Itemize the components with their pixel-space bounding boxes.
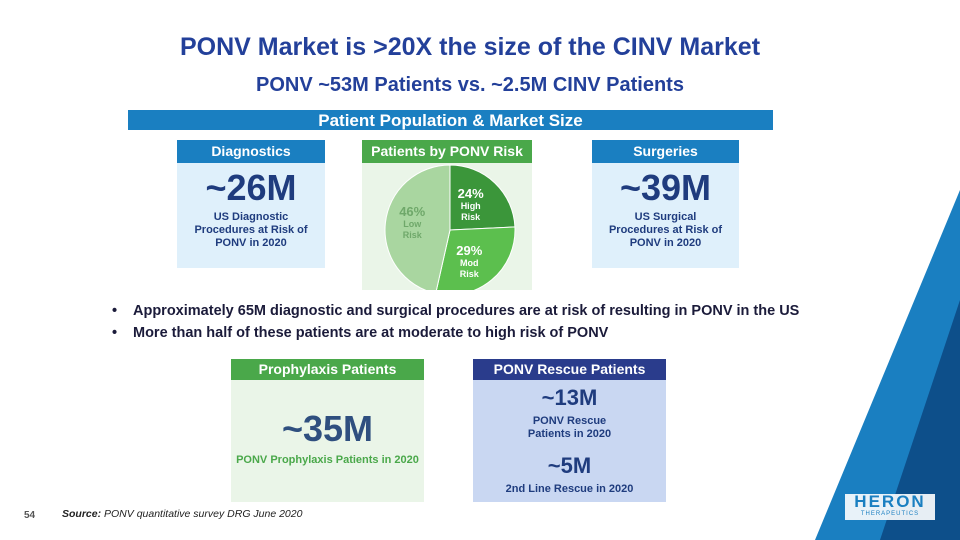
source-label: Source: [62, 508, 102, 520]
slice-value: 29% [456, 242, 483, 258]
pie-chart [384, 164, 516, 290]
source: Source: PONV quantitative survey DRG Jun… [62, 508, 302, 520]
chart-title: Patients by PONV Risk [362, 140, 532, 163]
box-header: PONV Rescue Patients [473, 359, 666, 380]
prophylaxis-box: Prophylaxis Patients ~35M PONV Prophylax… [231, 359, 424, 502]
slice-value: 46% [399, 203, 426, 219]
box-text: US Surgical Procedures at Risk of PONV i… [608, 211, 723, 249]
slice-label: 46% Low Risk [390, 204, 434, 241]
surgeries-box: Surgeries ~39M US Surgical Procedures at… [592, 140, 739, 268]
page-number: 54 [24, 510, 36, 521]
slice-value: 24% [457, 186, 484, 202]
box-value: ~26M [205, 167, 297, 208]
box-header: Prophylaxis Patients [231, 359, 424, 380]
bullet: • [112, 325, 118, 341]
pie-slice [449, 164, 516, 231]
box-text: 2nd Line Rescue in 2020 [505, 483, 634, 495]
box-text: PONV Rescue Patients in 2020 [527, 415, 612, 440]
box-header: Diagnostics [177, 140, 325, 163]
pie-box: Patients by PONV Risk 24% High Risk 29% Mod… [362, 140, 532, 290]
box-text: PONV Prophylaxis Patients in 2020 [236, 454, 419, 466]
logo-tagline: THERAPEUTICS [860, 511, 920, 517]
diagnostics-box: Diagnostics ~26M US Diagnostic Procedure… [177, 140, 325, 268]
source-text: PONV quantitative survey DRG June 2020 [104, 508, 303, 520]
slice-category: High Risk [460, 201, 481, 223]
pie-slice [384, 164, 451, 290]
corner-shape [880, 300, 960, 540]
box-text: US Diagnostic Procedures at Risk of PONV… [194, 211, 308, 249]
bullet: • [112, 303, 118, 319]
box-header: Surgeries [592, 140, 739, 163]
box-value: ~13M [541, 385, 598, 410]
box-value: ~39M [619, 167, 712, 208]
logo-bg [845, 494, 935, 520]
slice-category: Mod Risk [459, 257, 479, 279]
rescue-box: PONV Rescue Patients ~13M PONV Rescue Pa… [473, 359, 666, 502]
slice-category: Low Risk [402, 218, 422, 240]
bullet-text: Approximately 65M diagnostic and surgica… [133, 303, 800, 319]
box-value: ~5M [547, 453, 592, 478]
title: PONV Market is >20X the size of the CINV… [179, 33, 761, 61]
subtitle: PONV ~53M Patients vs. ~2.5M CINV Patien… [256, 74, 684, 96]
slice-label: 24% High Risk [449, 186, 493, 223]
bullet-text: More than half of these patients are at … [133, 325, 609, 341]
logo-name: HERON [854, 492, 926, 511]
pie-slice [435, 226, 516, 290]
box-value: ~35M [281, 408, 374, 449]
slice-label: 29% Mod Risk [447, 243, 491, 280]
banner: Patient Population & Market Size [128, 110, 773, 130]
